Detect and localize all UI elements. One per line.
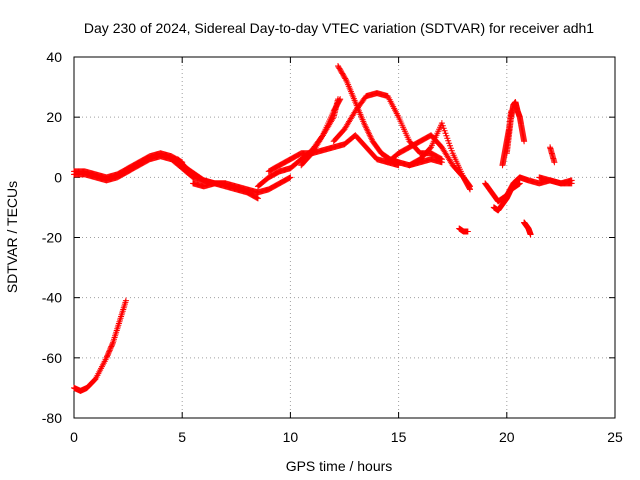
data-point bbox=[437, 155, 444, 162]
y-tick-label: 20 bbox=[46, 109, 62, 125]
data-point bbox=[445, 137, 452, 144]
data-point bbox=[286, 174, 293, 181]
data-point bbox=[444, 135, 451, 142]
series-trace-r bbox=[521, 219, 534, 238]
data-point bbox=[441, 127, 448, 134]
x-tick-label: 5 bbox=[178, 429, 186, 445]
data-point bbox=[568, 177, 575, 184]
data-point bbox=[516, 180, 523, 187]
data-point bbox=[337, 66, 344, 73]
x-tick-label: 0 bbox=[70, 429, 78, 445]
chart-title: Day 230 of 2024, Sidereal Day-to-day VTE… bbox=[84, 20, 594, 36]
data-point bbox=[439, 122, 446, 129]
data-point bbox=[527, 231, 534, 238]
data-point bbox=[109, 341, 116, 348]
data-point bbox=[105, 351, 112, 358]
data-point bbox=[104, 353, 111, 360]
data-point bbox=[438, 120, 445, 127]
data-point bbox=[104, 352, 111, 359]
data-point bbox=[340, 73, 347, 80]
y-tick-label: 0 bbox=[54, 169, 62, 185]
y-tick-label: -40 bbox=[42, 290, 62, 306]
data-point bbox=[340, 71, 347, 78]
series-trace-t bbox=[536, 174, 575, 187]
data-point bbox=[443, 132, 450, 139]
data-point bbox=[337, 96, 344, 103]
data-point bbox=[106, 347, 113, 354]
series-trace-l bbox=[406, 120, 474, 193]
series-trace-k bbox=[384, 132, 474, 190]
series-trace-c bbox=[71, 297, 129, 394]
data-point bbox=[446, 142, 453, 149]
data-point bbox=[466, 185, 473, 192]
data-points bbox=[71, 63, 575, 394]
x-tick-label: 15 bbox=[391, 429, 407, 445]
y-tick-label: -80 bbox=[42, 410, 62, 426]
series-trace-n bbox=[490, 180, 523, 214]
series-trace-q bbox=[456, 225, 471, 235]
data-point bbox=[448, 147, 455, 154]
series-trace-s bbox=[547, 144, 558, 166]
data-point bbox=[341, 74, 348, 81]
data-point bbox=[438, 156, 445, 163]
data-point bbox=[440, 125, 447, 132]
data-point bbox=[467, 186, 474, 193]
data-point bbox=[108, 343, 115, 350]
data-point bbox=[122, 297, 129, 304]
x-axis-label: GPS time / hours bbox=[286, 458, 393, 474]
data-point bbox=[427, 145, 434, 152]
data-point bbox=[342, 76, 349, 83]
data-point bbox=[335, 63, 342, 70]
data-point bbox=[254, 194, 261, 201]
data-point bbox=[287, 174, 294, 181]
data-point bbox=[342, 75, 349, 82]
series-trace-e bbox=[190, 180, 261, 202]
data-point bbox=[108, 342, 115, 349]
data-point bbox=[446, 140, 453, 147]
data-point bbox=[442, 130, 449, 137]
data-point bbox=[106, 348, 113, 355]
data-point bbox=[107, 346, 114, 353]
data-point bbox=[337, 68, 344, 75]
series-trace-p bbox=[499, 108, 515, 169]
y-axis-label: SDTVAR / TECUs bbox=[4, 181, 20, 293]
x-tick-label: 20 bbox=[499, 429, 515, 445]
data-point bbox=[105, 349, 112, 356]
axis-ticks: 0 5 10 15 20 25 -80 -60 -40 -20 0 20 40 bbox=[42, 49, 623, 445]
data-point bbox=[447, 145, 454, 152]
data-point bbox=[335, 64, 342, 71]
data-point bbox=[551, 159, 558, 166]
series-trace-b bbox=[71, 150, 186, 181]
data-point bbox=[336, 65, 343, 72]
series-trace-a bbox=[71, 153, 229, 187]
y-tick-label: -60 bbox=[42, 350, 62, 366]
data-point bbox=[508, 108, 515, 115]
data-point bbox=[521, 138, 528, 145]
data-point bbox=[338, 69, 345, 76]
x-tick-label: 10 bbox=[283, 429, 299, 445]
series-trace-h bbox=[298, 96, 344, 169]
data-point bbox=[464, 228, 471, 235]
data-point bbox=[107, 344, 114, 351]
y-tick-label: -20 bbox=[42, 230, 62, 246]
data-point bbox=[254, 195, 261, 202]
x-tick-label: 25 bbox=[607, 429, 623, 445]
data-point bbox=[336, 97, 343, 104]
y-tick-label: 40 bbox=[46, 49, 62, 65]
data-point bbox=[103, 354, 110, 361]
data-point bbox=[339, 70, 346, 77]
